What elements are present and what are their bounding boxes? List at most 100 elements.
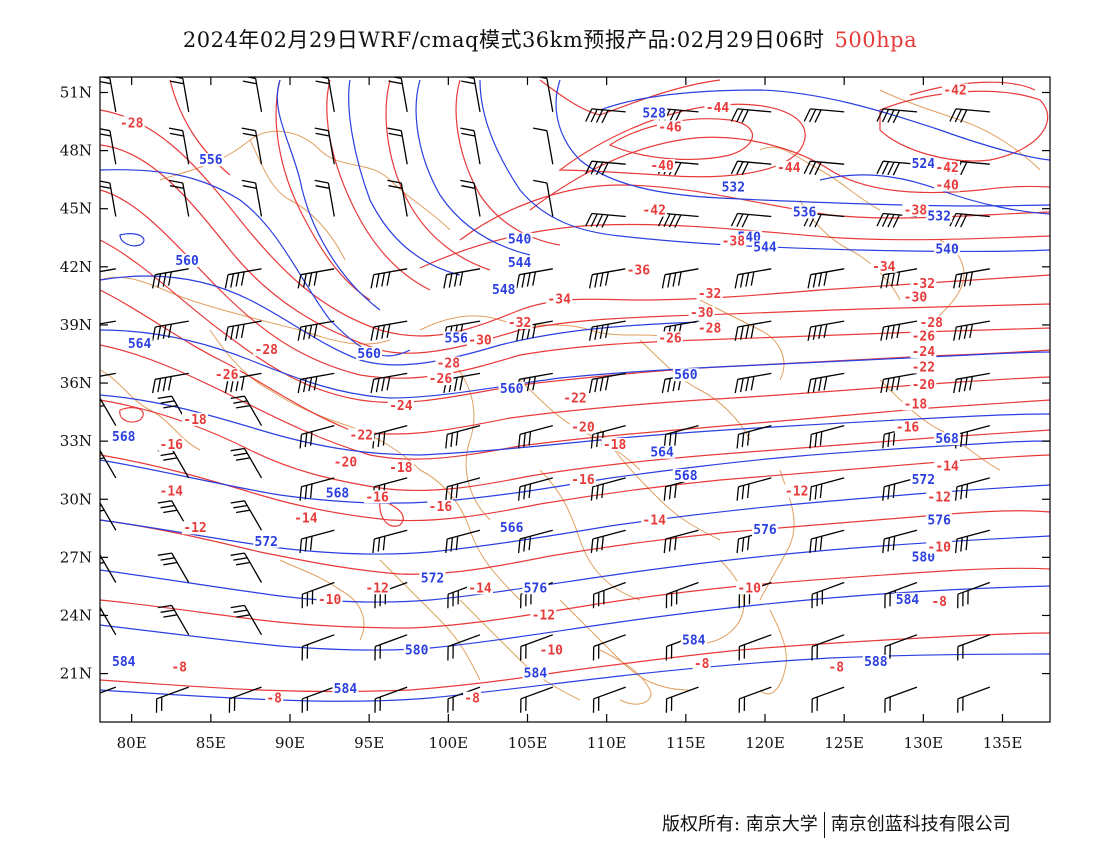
wind-barb [588,268,626,289]
temperature-contour-label: -46 [658,120,682,135]
temperature-contour-label-bg [894,420,921,434]
wind-barb [297,320,335,341]
wind-barb [811,634,845,661]
wind-barb [734,372,772,394]
temperature-contour-label: -34 [872,260,896,275]
wind-barb [370,372,408,394]
height-contour-label: 556 [445,331,469,346]
temperature-contour-label-bg [930,594,949,608]
height-contour-label-bg [672,368,699,382]
wind-barb [736,424,772,449]
wind-barb [953,372,990,394]
temperature-contour-label: -30 [690,306,714,321]
height-contour-label-bg [498,521,525,535]
wind-barb [809,424,845,449]
lon-label: 125E [824,734,864,752]
wind-barb [301,581,335,609]
height-contour-label-bg [680,633,707,647]
wind-barb [100,396,117,426]
temperature-contour-label: -42 [642,204,665,219]
temperature-contour-label-bg [427,499,454,513]
height-contour-label-bg [356,346,383,360]
height-contour-label-bg [110,430,137,444]
wind-barb [370,320,408,341]
temperature-contour-label-bg [364,581,391,595]
height-contour-label: 540 [935,242,959,257]
wind-barb [461,77,481,113]
temperature-contour-label: -26 [658,331,682,346]
height-contour-label: 528 [642,107,666,122]
wind-barb [738,686,772,713]
temperature-contour-label-bg [387,461,414,475]
temperature-contour-label: -12 [785,484,808,499]
temperature-contour-label: -8 [171,661,187,676]
height-contour-label: 576 [524,581,548,596]
lon-label: 100E [429,734,469,752]
temperature-contour-label-bg [910,329,937,343]
temperature-contour-label-bg [316,592,343,606]
title-main: 2024年02月29日WRF/cmaq模式36km预报产品:02月29日06时 [182,28,825,52]
wind-barb [884,581,918,609]
wind-barb [954,477,990,501]
lat-label: 51N [60,83,92,101]
wind-barb [807,268,845,289]
temperature-contour-label-bg [720,234,747,248]
temperature-contour-label: -44 [706,101,730,116]
wind-barb [585,108,626,124]
height-contour-label-bg [672,468,699,482]
height-contour-label: 560 [500,382,524,397]
height-contour-label-bg [506,255,533,269]
wind-barb [372,424,408,449]
wind-barb [228,686,262,713]
wind-barb [880,320,918,341]
temperature-contour-label: -20 [912,378,936,393]
temperature-contour-label: -12 [183,521,206,536]
wind-barb [876,108,918,124]
pressure-level: 500hpa [834,28,918,52]
height-contour-label: 584 [682,634,706,649]
wind-barb [100,686,117,694]
height-contour-label-bg [197,153,224,167]
temperature-contour-label: -16 [429,500,453,515]
height-contour-label-bg [522,666,549,680]
height-contour-label: 584 [524,667,548,682]
wind-barb [151,372,189,394]
height-contour-label-bg [506,232,533,246]
wind-barb [100,449,117,479]
temperature-contour-label-bg [926,540,953,554]
temperature-contour-label-bg [918,315,945,329]
height-contour-label-bg [641,106,668,120]
temperature-contour-label: -22 [350,428,373,443]
wind-barb [957,686,991,713]
temperature-contour-label-bg [696,286,723,300]
temperature-contour-label: -22 [912,360,935,375]
wind-barb [884,686,918,713]
footer-copyright: 版权所有: 南京大学 [662,814,818,835]
footer: 版权所有: 南京大学 南京创蓝科技有限公司 [662,810,1011,838]
height-contour-label: 568 [935,432,959,447]
wind-barb [155,686,189,713]
temperature-contour-label: -34 [547,293,571,308]
temperature-contour-label: -18 [389,461,413,476]
wind-barb [880,372,918,394]
temperature-contour-label: -30 [904,291,928,306]
temperature-contour-label-bg [910,360,937,374]
wind-barb [588,372,626,394]
wind-barb [151,320,189,341]
wind-barb [957,634,991,661]
wind-barb [663,477,699,501]
wind-barb [315,77,335,113]
temperature-contour-label: -14 [642,513,666,528]
wind-barb [588,320,626,341]
lat-label: 33N [60,432,92,450]
height-contour-label: 524 [912,157,936,172]
wind-barb [224,268,262,289]
wind-barb [657,212,699,228]
wind-barb [388,77,408,113]
temperature-labels: -44-46-44-40-42-42-42-40-38-38-36 -34-32-… [118,83,968,707]
wind-barb [445,529,481,554]
temperature-contour-label-bg [934,178,961,192]
temperature-contour-label: -40 [650,159,674,174]
height-contour-label-bg [332,682,359,696]
